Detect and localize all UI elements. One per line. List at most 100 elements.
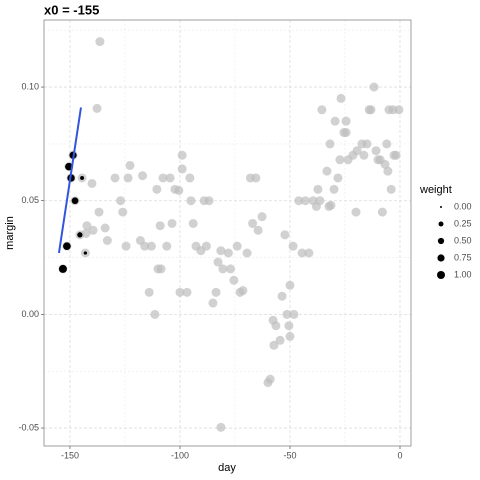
point <box>322 166 332 176</box>
point <box>288 241 298 251</box>
point <box>162 241 172 251</box>
point <box>211 287 221 297</box>
point <box>216 246 226 256</box>
y-axis-label: margin <box>4 216 16 250</box>
point <box>110 173 120 183</box>
point <box>304 248 314 258</box>
point <box>94 207 104 217</box>
x-axis-label: day <box>218 462 236 474</box>
point <box>146 241 156 251</box>
point <box>204 196 214 206</box>
weighted-point <box>83 251 88 255</box>
point <box>226 264 236 274</box>
chart-title: x0 = -155 <box>44 2 99 17</box>
weighted-point <box>80 176 85 180</box>
point <box>277 291 287 301</box>
point <box>87 178 97 188</box>
y-tick-label: -0.05 <box>18 422 39 432</box>
legend-key <box>437 254 445 262</box>
point <box>271 321 281 331</box>
legend-key <box>437 271 445 279</box>
point <box>289 309 299 319</box>
legend-key <box>440 206 442 208</box>
point <box>140 241 150 251</box>
legend-label: 0.25 <box>454 218 472 228</box>
point <box>315 196 325 206</box>
point <box>125 160 135 170</box>
point <box>156 264 166 274</box>
weighted-point <box>63 242 71 251</box>
point <box>294 196 304 206</box>
point <box>92 103 102 113</box>
point <box>329 184 339 194</box>
x-tick-label: 0 <box>397 450 402 460</box>
point <box>218 264 228 274</box>
point <box>238 286 248 296</box>
point <box>351 207 361 217</box>
point <box>174 185 184 195</box>
point <box>208 298 218 308</box>
point <box>285 280 295 290</box>
point <box>317 105 327 115</box>
legend-key <box>437 237 445 245</box>
point <box>336 93 346 103</box>
point <box>275 335 285 345</box>
point <box>165 173 175 183</box>
point <box>248 218 258 228</box>
point <box>186 196 196 206</box>
point <box>177 150 187 160</box>
legend-label: 0.00 <box>454 201 472 211</box>
point <box>282 309 292 319</box>
weighted-point <box>71 197 79 205</box>
point <box>369 82 379 92</box>
y-tick-label: 0.10 <box>21 81 39 91</box>
point <box>335 155 345 165</box>
y-tick-label: 0.00 <box>21 309 39 319</box>
point <box>152 184 162 194</box>
point <box>380 159 390 169</box>
panel-border <box>43 19 412 447</box>
point <box>201 241 211 251</box>
point <box>102 236 112 246</box>
point <box>341 116 351 126</box>
point <box>150 309 160 319</box>
point <box>185 173 195 183</box>
point <box>118 207 128 217</box>
x-tick-label: -50 <box>283 450 296 460</box>
point <box>394 105 404 115</box>
point <box>232 241 242 251</box>
weighted-point <box>77 232 83 238</box>
point <box>333 173 343 183</box>
point <box>377 207 387 217</box>
point <box>284 321 294 331</box>
point <box>253 225 263 235</box>
point <box>257 212 267 222</box>
point <box>366 105 376 115</box>
point <box>313 184 323 194</box>
weighted-point <box>58 264 67 273</box>
point <box>223 248 233 258</box>
y-tick-label: 0.05 <box>21 195 39 205</box>
legend-title: weight <box>419 184 452 196</box>
point <box>330 116 340 126</box>
point <box>285 331 295 341</box>
point <box>371 146 381 156</box>
point <box>82 221 92 231</box>
point <box>116 196 126 206</box>
point <box>242 248 252 258</box>
point <box>326 200 336 210</box>
point <box>265 374 275 384</box>
point <box>144 287 154 297</box>
point <box>177 164 187 174</box>
legend-key <box>438 221 444 227</box>
point <box>138 171 148 181</box>
point <box>269 340 279 350</box>
point <box>341 128 351 138</box>
point <box>382 139 392 149</box>
point <box>300 196 310 206</box>
legend-label: 0.50 <box>454 235 472 245</box>
point <box>352 146 362 156</box>
legend-label: 1.00 <box>454 269 472 279</box>
